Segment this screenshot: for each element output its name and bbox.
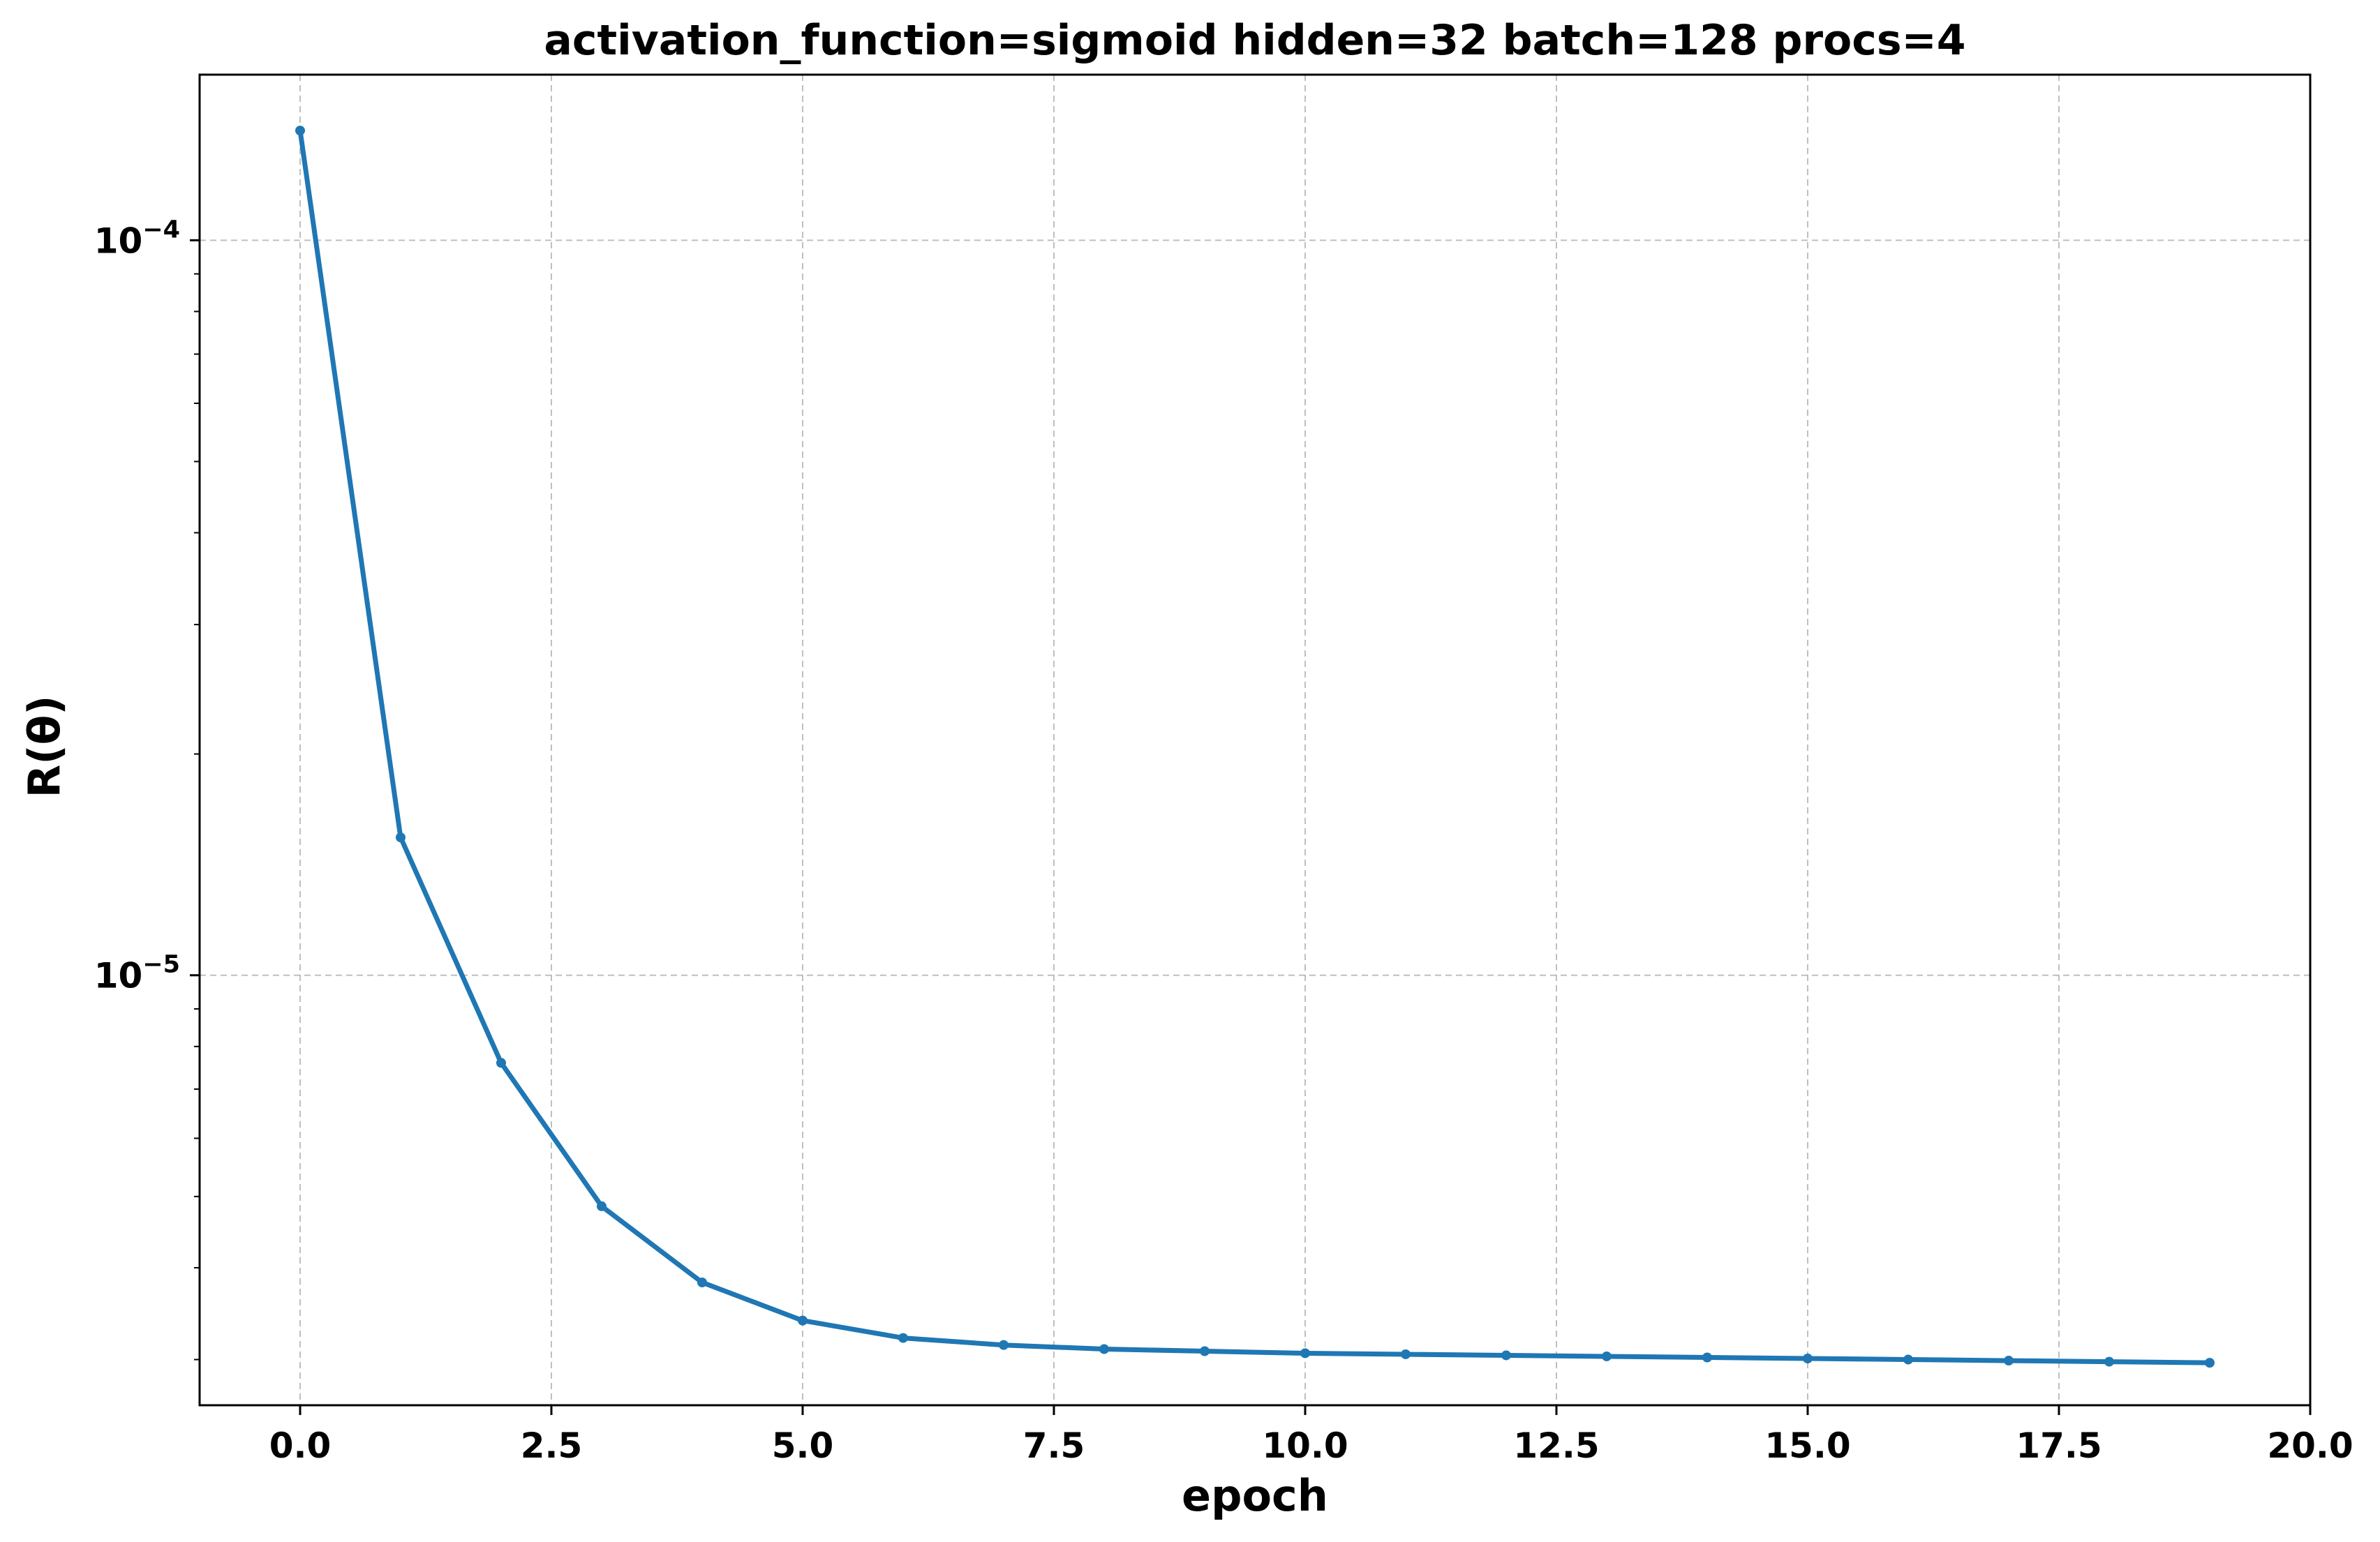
x-tick-label: 15.0 xyxy=(1764,1425,1850,1466)
x-tick-label: 20.0 xyxy=(2267,1425,2353,1466)
data-point xyxy=(1602,1351,1612,1361)
x-tick-label: 7.5 xyxy=(1023,1425,1085,1466)
data-point xyxy=(1702,1352,1712,1363)
data-point xyxy=(1300,1348,1310,1358)
data-point xyxy=(697,1277,707,1287)
data-point xyxy=(295,126,305,136)
data-point xyxy=(999,1340,1009,1350)
x-tick-label: 17.5 xyxy=(2016,1425,2102,1466)
x-tick-label: 2.5 xyxy=(521,1425,583,1466)
data-point xyxy=(1803,1354,1813,1364)
x-tick-label: 10.0 xyxy=(1262,1425,1348,1466)
data-point xyxy=(898,1333,908,1343)
data-point xyxy=(597,1201,607,1211)
plot-frame xyxy=(198,73,2312,1407)
tick-layer: 0.0 2.5 5.0 7.5 10.0 12.5 15.0 17.5 20.0 10−4 10−5 xyxy=(94,216,2353,1466)
data-point xyxy=(396,832,406,843)
data-point xyxy=(1401,1349,1411,1359)
data-point xyxy=(798,1315,808,1326)
x-axis-label: epoch xyxy=(1182,1470,1328,1521)
data-point xyxy=(2104,1356,2114,1367)
y-tick-label: 10−5 xyxy=(94,951,180,996)
x-tick-label: 0.0 xyxy=(269,1425,332,1466)
chart-title: activation_function=sigmoid hidden=32 ba… xyxy=(544,16,1965,65)
y-axis-label: R(θ) xyxy=(19,695,70,798)
x-tick-label: 12.5 xyxy=(1513,1425,1599,1466)
data-point xyxy=(496,1058,506,1068)
data-point xyxy=(2004,1356,2014,1366)
data-point xyxy=(2205,1358,2215,1368)
data-point xyxy=(1903,1354,1913,1365)
series-layer xyxy=(295,126,2215,1368)
data-point xyxy=(1501,1350,1511,1361)
x-tick-label: 5.0 xyxy=(772,1425,834,1466)
y-tick-label: 10−4 xyxy=(94,216,180,261)
data-point xyxy=(1200,1346,1210,1356)
grid-layer xyxy=(200,75,2310,1405)
data-point xyxy=(1099,1344,1109,1354)
series-line xyxy=(297,128,2212,1365)
